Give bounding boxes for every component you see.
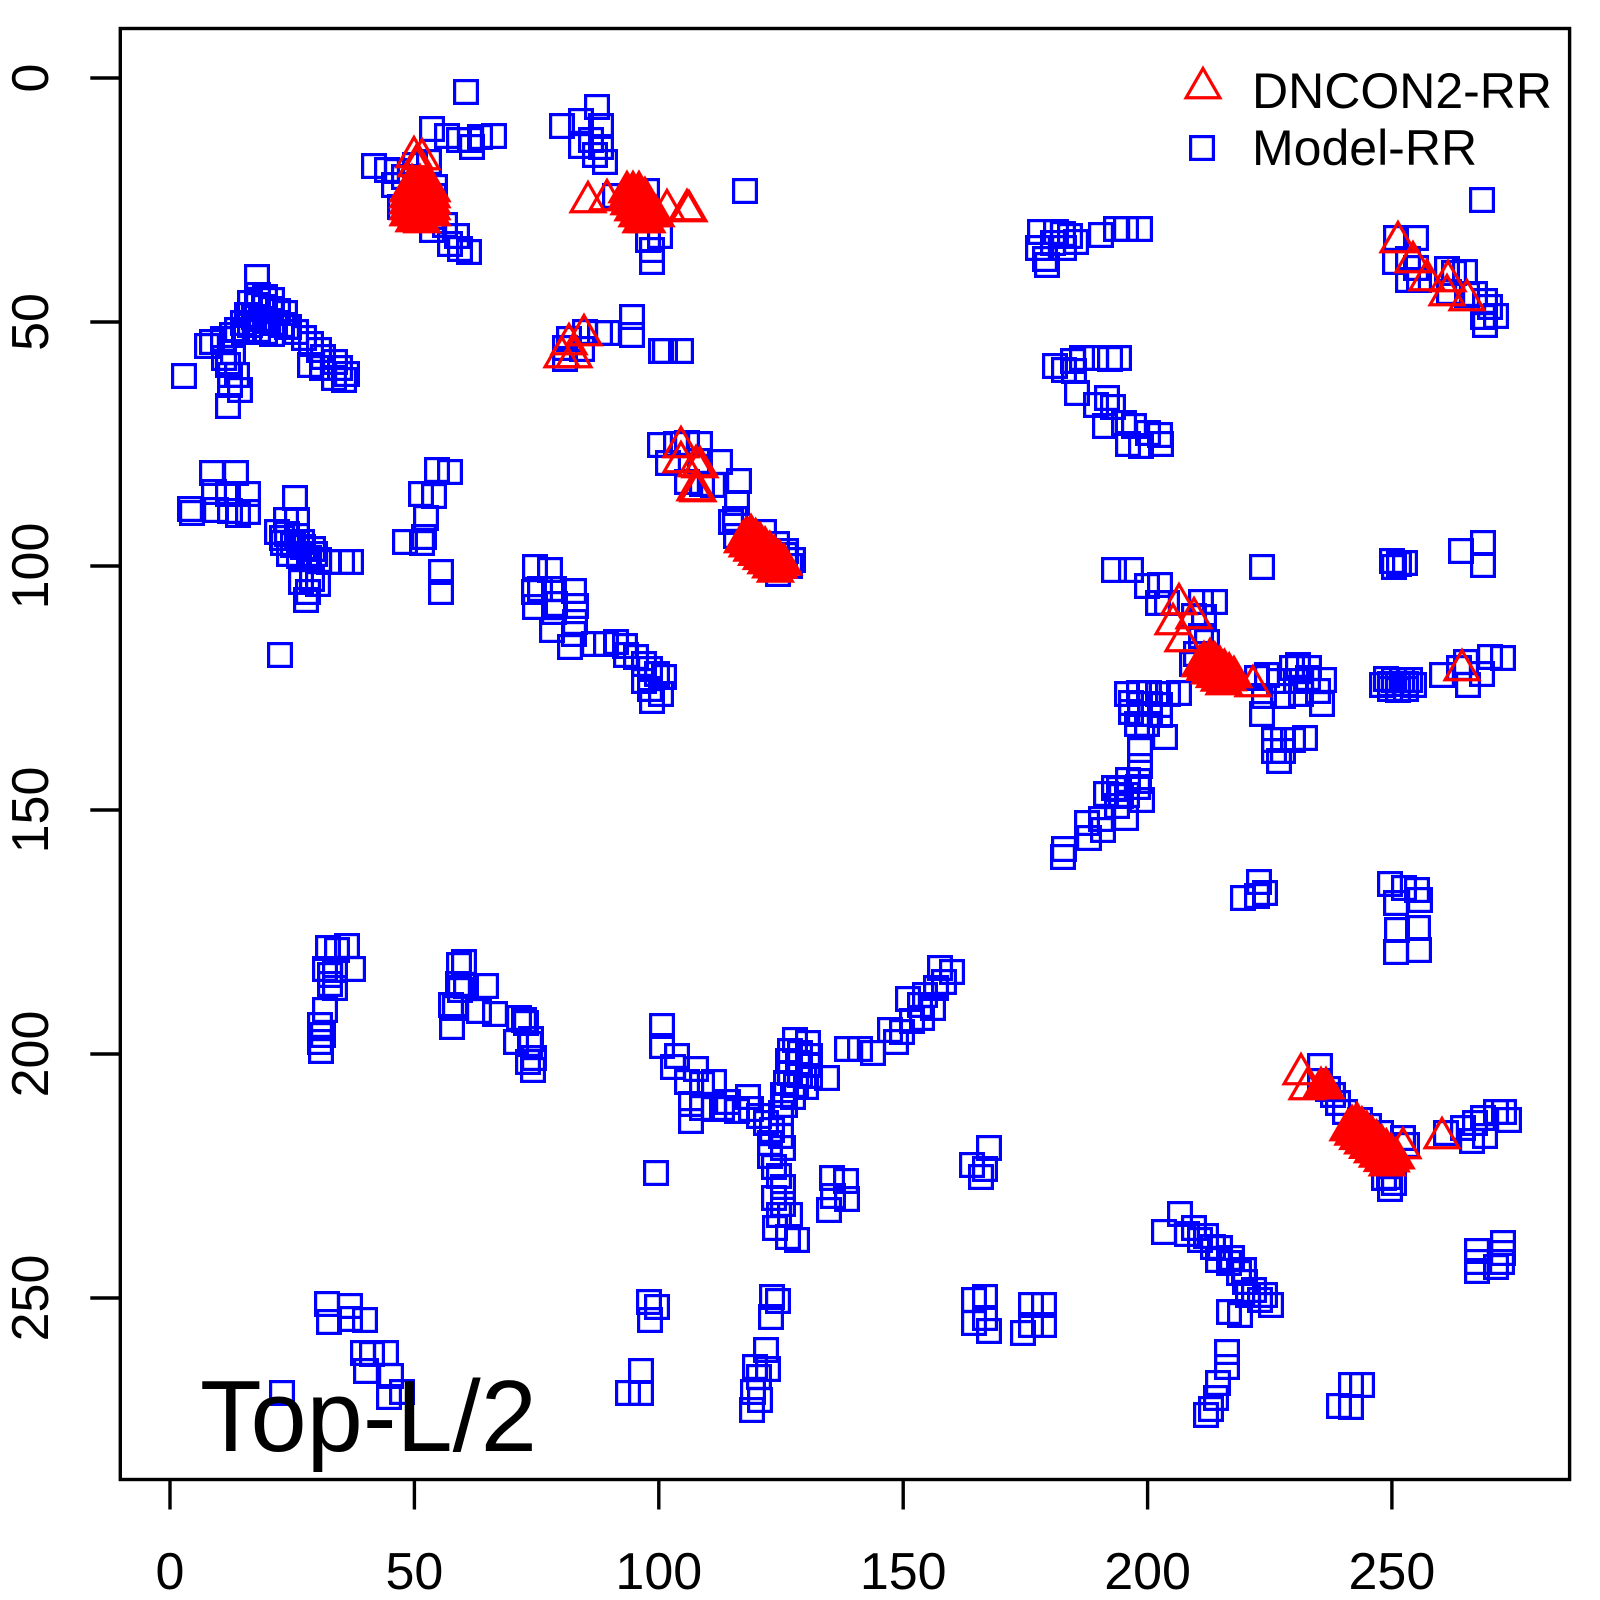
svg-text:0: 0 [156, 1543, 185, 1600]
svg-text:Model-RR: Model-RR [1252, 120, 1477, 176]
svg-text:200: 200 [1104, 1543, 1191, 1600]
svg-text:0: 0 [2, 64, 60, 93]
svg-text:DNCON2-RR: DNCON2-RR [1252, 63, 1552, 119]
svg-text:100: 100 [615, 1543, 702, 1600]
svg-text:250: 250 [1349, 1543, 1436, 1600]
svg-text:200: 200 [2, 1011, 60, 1098]
svg-text:250: 250 [2, 1255, 60, 1342]
svg-text:150: 150 [860, 1543, 947, 1600]
svg-text:50: 50 [2, 293, 60, 351]
svg-text:Top-L/2: Top-L/2 [200, 1361, 537, 1473]
svg-text:150: 150 [2, 767, 60, 854]
svg-text:50: 50 [385, 1543, 443, 1600]
svg-text:100: 100 [2, 523, 60, 610]
